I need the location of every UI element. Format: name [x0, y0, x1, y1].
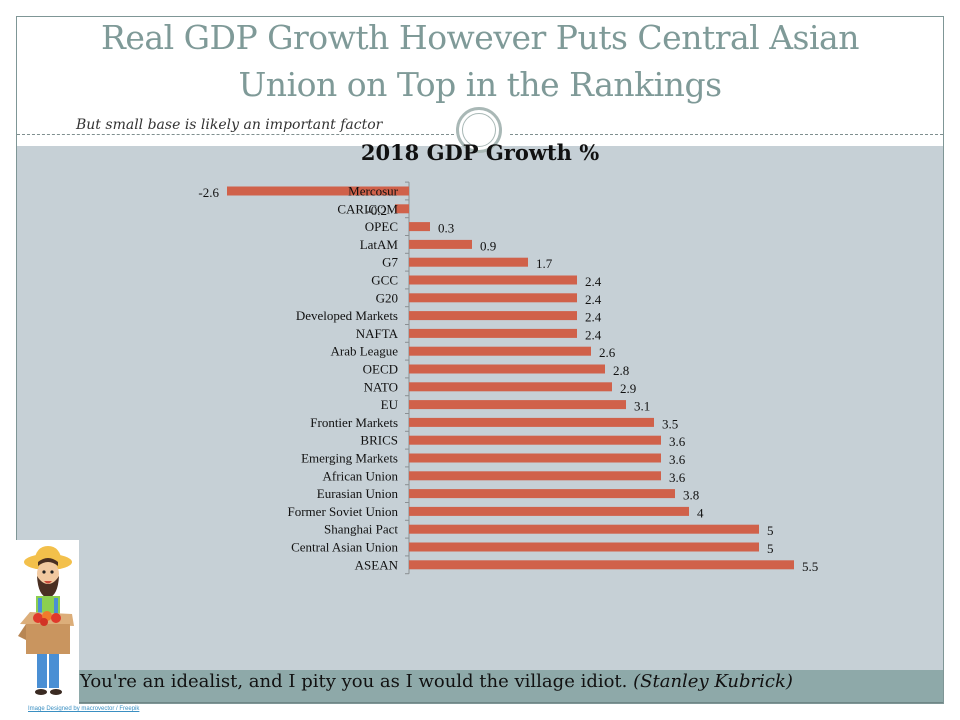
category-label: LatAM	[360, 237, 399, 252]
bar-frontier-markets	[409, 417, 654, 427]
bar-gcc	[409, 275, 577, 285]
slide-subtitle: But small base is likely an important fa…	[76, 117, 383, 133]
data-label: 3.6	[669, 452, 686, 467]
farmer-illustration	[16, 540, 79, 705]
bar-shanghai-pact	[409, 524, 759, 534]
data-label: 1.7	[536, 256, 553, 271]
data-label: 2.4	[585, 310, 602, 325]
data-label: 5.5	[802, 559, 818, 574]
category-label: NATO	[364, 379, 398, 394]
data-label: 4	[697, 505, 704, 520]
category-label: EU	[381, 397, 399, 412]
category-label: Developed Markets	[296, 308, 398, 323]
category-label: Former Soviet Union	[288, 504, 399, 519]
bar-opec	[409, 222, 430, 232]
category-label: Shanghai Pact	[324, 522, 398, 537]
chart-title: 2018 GDP Growth %	[360, 140, 600, 165]
data-label: 3.6	[669, 470, 686, 485]
category-label: GCC	[371, 273, 398, 288]
bar-caricom	[395, 204, 409, 214]
quote-text: You're an idealist, and I pity you as I …	[80, 671, 628, 692]
data-label: 2.6	[599, 345, 616, 360]
quote: You're an idealist, and I pity you as I …	[80, 670, 793, 694]
category-label: Arab League	[331, 344, 399, 359]
category-label: Emerging Markets	[301, 451, 398, 466]
data-label: -0.2	[366, 203, 387, 218]
divider-left	[17, 134, 454, 135]
bar-g7	[409, 257, 528, 267]
category-label: Eurasian Union	[317, 486, 399, 501]
data-label: 2.4	[585, 292, 602, 307]
bar-eurasian-union	[409, 489, 675, 499]
bar-nafta	[409, 328, 577, 338]
data-label: 5	[767, 541, 774, 556]
category-label: BRICS	[360, 433, 398, 448]
data-label: 3.6	[669, 434, 686, 449]
data-label: 2.4	[585, 327, 602, 342]
bar-former-soviet-union	[409, 506, 689, 516]
slide-frame	[16, 16, 944, 704]
slide-title-line-2: Union on Top in the Rankings	[238, 65, 723, 104]
bar-mercosur	[227, 186, 409, 196]
data-label: 0.3	[438, 221, 454, 236]
bar-emerging-markets	[409, 453, 661, 463]
category-label: ASEAN	[355, 557, 399, 572]
data-label: 0.9	[480, 238, 496, 253]
bar-oecd	[409, 364, 605, 374]
bar-latam	[409, 239, 472, 249]
data-label: -2.6	[198, 185, 219, 200]
bar-brics	[409, 435, 661, 445]
category-label: CARICOM	[337, 201, 398, 216]
category-label: NAFTA	[356, 326, 399, 341]
data-label: 5	[767, 523, 774, 538]
ring-ornament-icon	[456, 107, 502, 153]
bar-developed-markets	[409, 311, 577, 321]
bar-african-union	[409, 471, 661, 481]
divider-right	[510, 134, 943, 135]
data-label: 2.9	[620, 381, 636, 396]
quote-band	[78, 670, 943, 703]
bar-nato	[409, 382, 612, 392]
category-label: G20	[376, 290, 398, 305]
image-credit-link[interactable]: Image Designed by macrovector / Freepik	[28, 706, 140, 712]
slide-title: Real GDP Growth However Puts Central Asi…	[16, 14, 944, 108]
category-label: Mercosur	[348, 184, 398, 199]
category-label: Central Asian Union	[291, 540, 398, 555]
category-label: G7	[382, 255, 398, 270]
quote-author: (Stanley Kubrick)	[633, 671, 793, 692]
farmer-icon	[18, 546, 74, 695]
category-label: OECD	[363, 362, 398, 377]
slide-title-line-1: Real GDP Growth However Puts Central Asi…	[101, 18, 859, 57]
bar-g20	[409, 293, 577, 303]
data-label: 3.8	[683, 488, 699, 503]
category-label: Frontier Markets	[310, 415, 398, 430]
bar-arab-league	[409, 346, 591, 356]
data-label: 2.8	[613, 363, 629, 378]
category-label: African Union	[323, 468, 399, 483]
category-label: OPEC	[365, 219, 398, 234]
bar-central-asian-union	[409, 542, 759, 552]
bar-asean	[409, 560, 794, 570]
data-label: 3.1	[634, 399, 650, 414]
data-label: 3.5	[662, 416, 678, 431]
data-label: 2.4	[585, 274, 602, 289]
bar-eu	[409, 400, 626, 410]
